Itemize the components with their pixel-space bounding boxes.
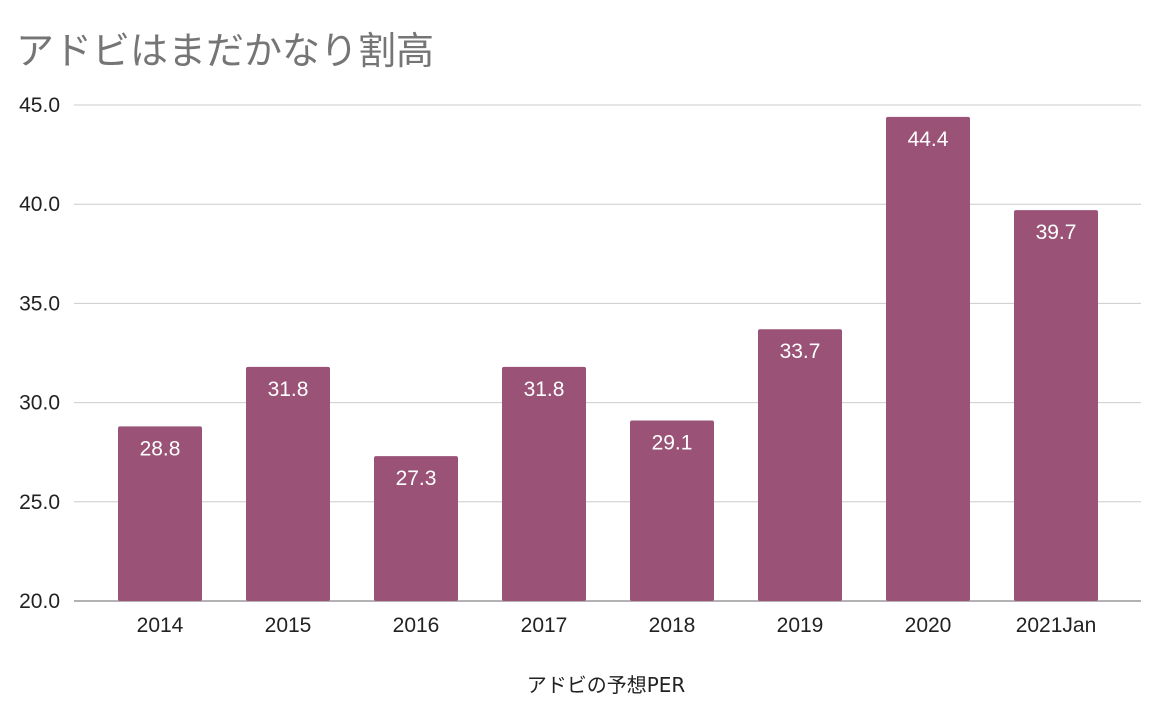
x-tick-label: 2020 [905,614,952,637]
y-tick-label: 40.0 [19,193,60,216]
data-label: 27.3 [396,467,437,490]
x-tick-label: 2019 [777,614,824,637]
data-label: 31.8 [268,378,309,401]
gridlines [74,104,1141,602]
y-tick-label: 45.0 [19,94,60,117]
x-tick-label: 2018 [649,614,696,637]
y-tick-label: 20.0 [19,590,60,613]
x-tick-label: 2021Jan [1016,614,1097,637]
x-tick-label: 2017 [521,614,568,637]
chart-title: アドビはまだかなり割高 [16,29,435,73]
x-tick-label: 2015 [265,614,312,637]
x-axis-ticks: 2014 2015 2016 2017 2018 2019 2020 2021Jan [137,614,1097,637]
bar-2017 [502,366,586,601]
bars: 28.8 31.8 27.3 31.8 29.1 33.7 44.4 39.7 [118,116,1098,602]
x-axis-title: アドビの予想PER [527,673,686,697]
data-label: 39.7 [1036,221,1077,244]
data-label: 28.8 [140,437,181,460]
data-label: 33.7 [780,340,821,363]
bar-2014 [118,426,202,601]
data-label: 31.8 [524,378,565,401]
data-label: 44.4 [908,128,949,151]
bar-2018 [630,420,714,601]
y-tick-label: 30.0 [19,392,60,415]
bar-2019 [758,329,842,601]
bar-2015 [246,366,330,601]
y-tick-label: 25.0 [19,491,60,514]
bar-2020 [886,116,970,602]
y-tick-label: 35.0 [19,292,60,315]
x-tick-label: 2014 [137,614,184,637]
x-tick-label: 2016 [393,614,440,637]
bar-2016 [374,456,458,601]
bar-2021Jan [1014,210,1098,602]
y-axis-ticks: 20.0 25.0 30.0 35.0 40.0 45.0 [19,94,60,613]
data-label: 29.1 [652,431,693,454]
